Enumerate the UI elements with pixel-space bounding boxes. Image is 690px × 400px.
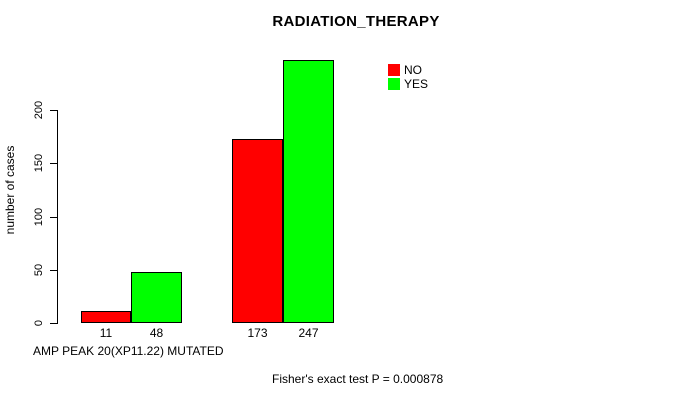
legend-label-yes: YES — [404, 77, 429, 91]
y-tick-mark — [50, 323, 57, 324]
y-tick-mark — [50, 110, 57, 111]
x-axis-note: AMP PEAK 20(XP11.22) MUTATED — [33, 344, 224, 358]
fisher-test-annotation: Fisher's exact test P = 0.000878 — [272, 372, 444, 386]
bar-yes-group2 — [283, 60, 334, 323]
y-tick-label: 50 — [33, 263, 45, 277]
y-tick-label: 200 — [33, 100, 45, 120]
y-axis-line — [57, 110, 58, 324]
legend-item-yes: YES — [388, 78, 428, 90]
bar-no-group2 — [232, 139, 283, 323]
y-tick-mark — [50, 217, 57, 218]
bar-no-group1 — [81, 311, 131, 323]
legend-swatch-yes-icon — [388, 78, 400, 90]
y-axis-label: number of cases — [3, 145, 17, 235]
legend-label-no: NO — [404, 63, 422, 77]
bar-value-label: 11 — [99, 326, 113, 340]
y-tick-mark — [50, 270, 57, 271]
legend-swatch-no-icon — [388, 64, 400, 76]
chart-title: RADIATION_THERAPY — [272, 13, 440, 30]
bar-value-label: 173 — [247, 326, 268, 340]
legend-item-no: NO — [388, 64, 428, 76]
bar-yes-group1 — [131, 272, 182, 323]
y-tick-mark — [50, 163, 57, 164]
y-tick-label: 100 — [33, 207, 45, 227]
y-tick-label: 150 — [33, 153, 45, 173]
legend: NO YES — [388, 64, 428, 92]
bar-value-label: 247 — [298, 326, 319, 340]
y-tick-label: 0 — [33, 319, 45, 327]
bar-value-label: 48 — [149, 326, 164, 340]
